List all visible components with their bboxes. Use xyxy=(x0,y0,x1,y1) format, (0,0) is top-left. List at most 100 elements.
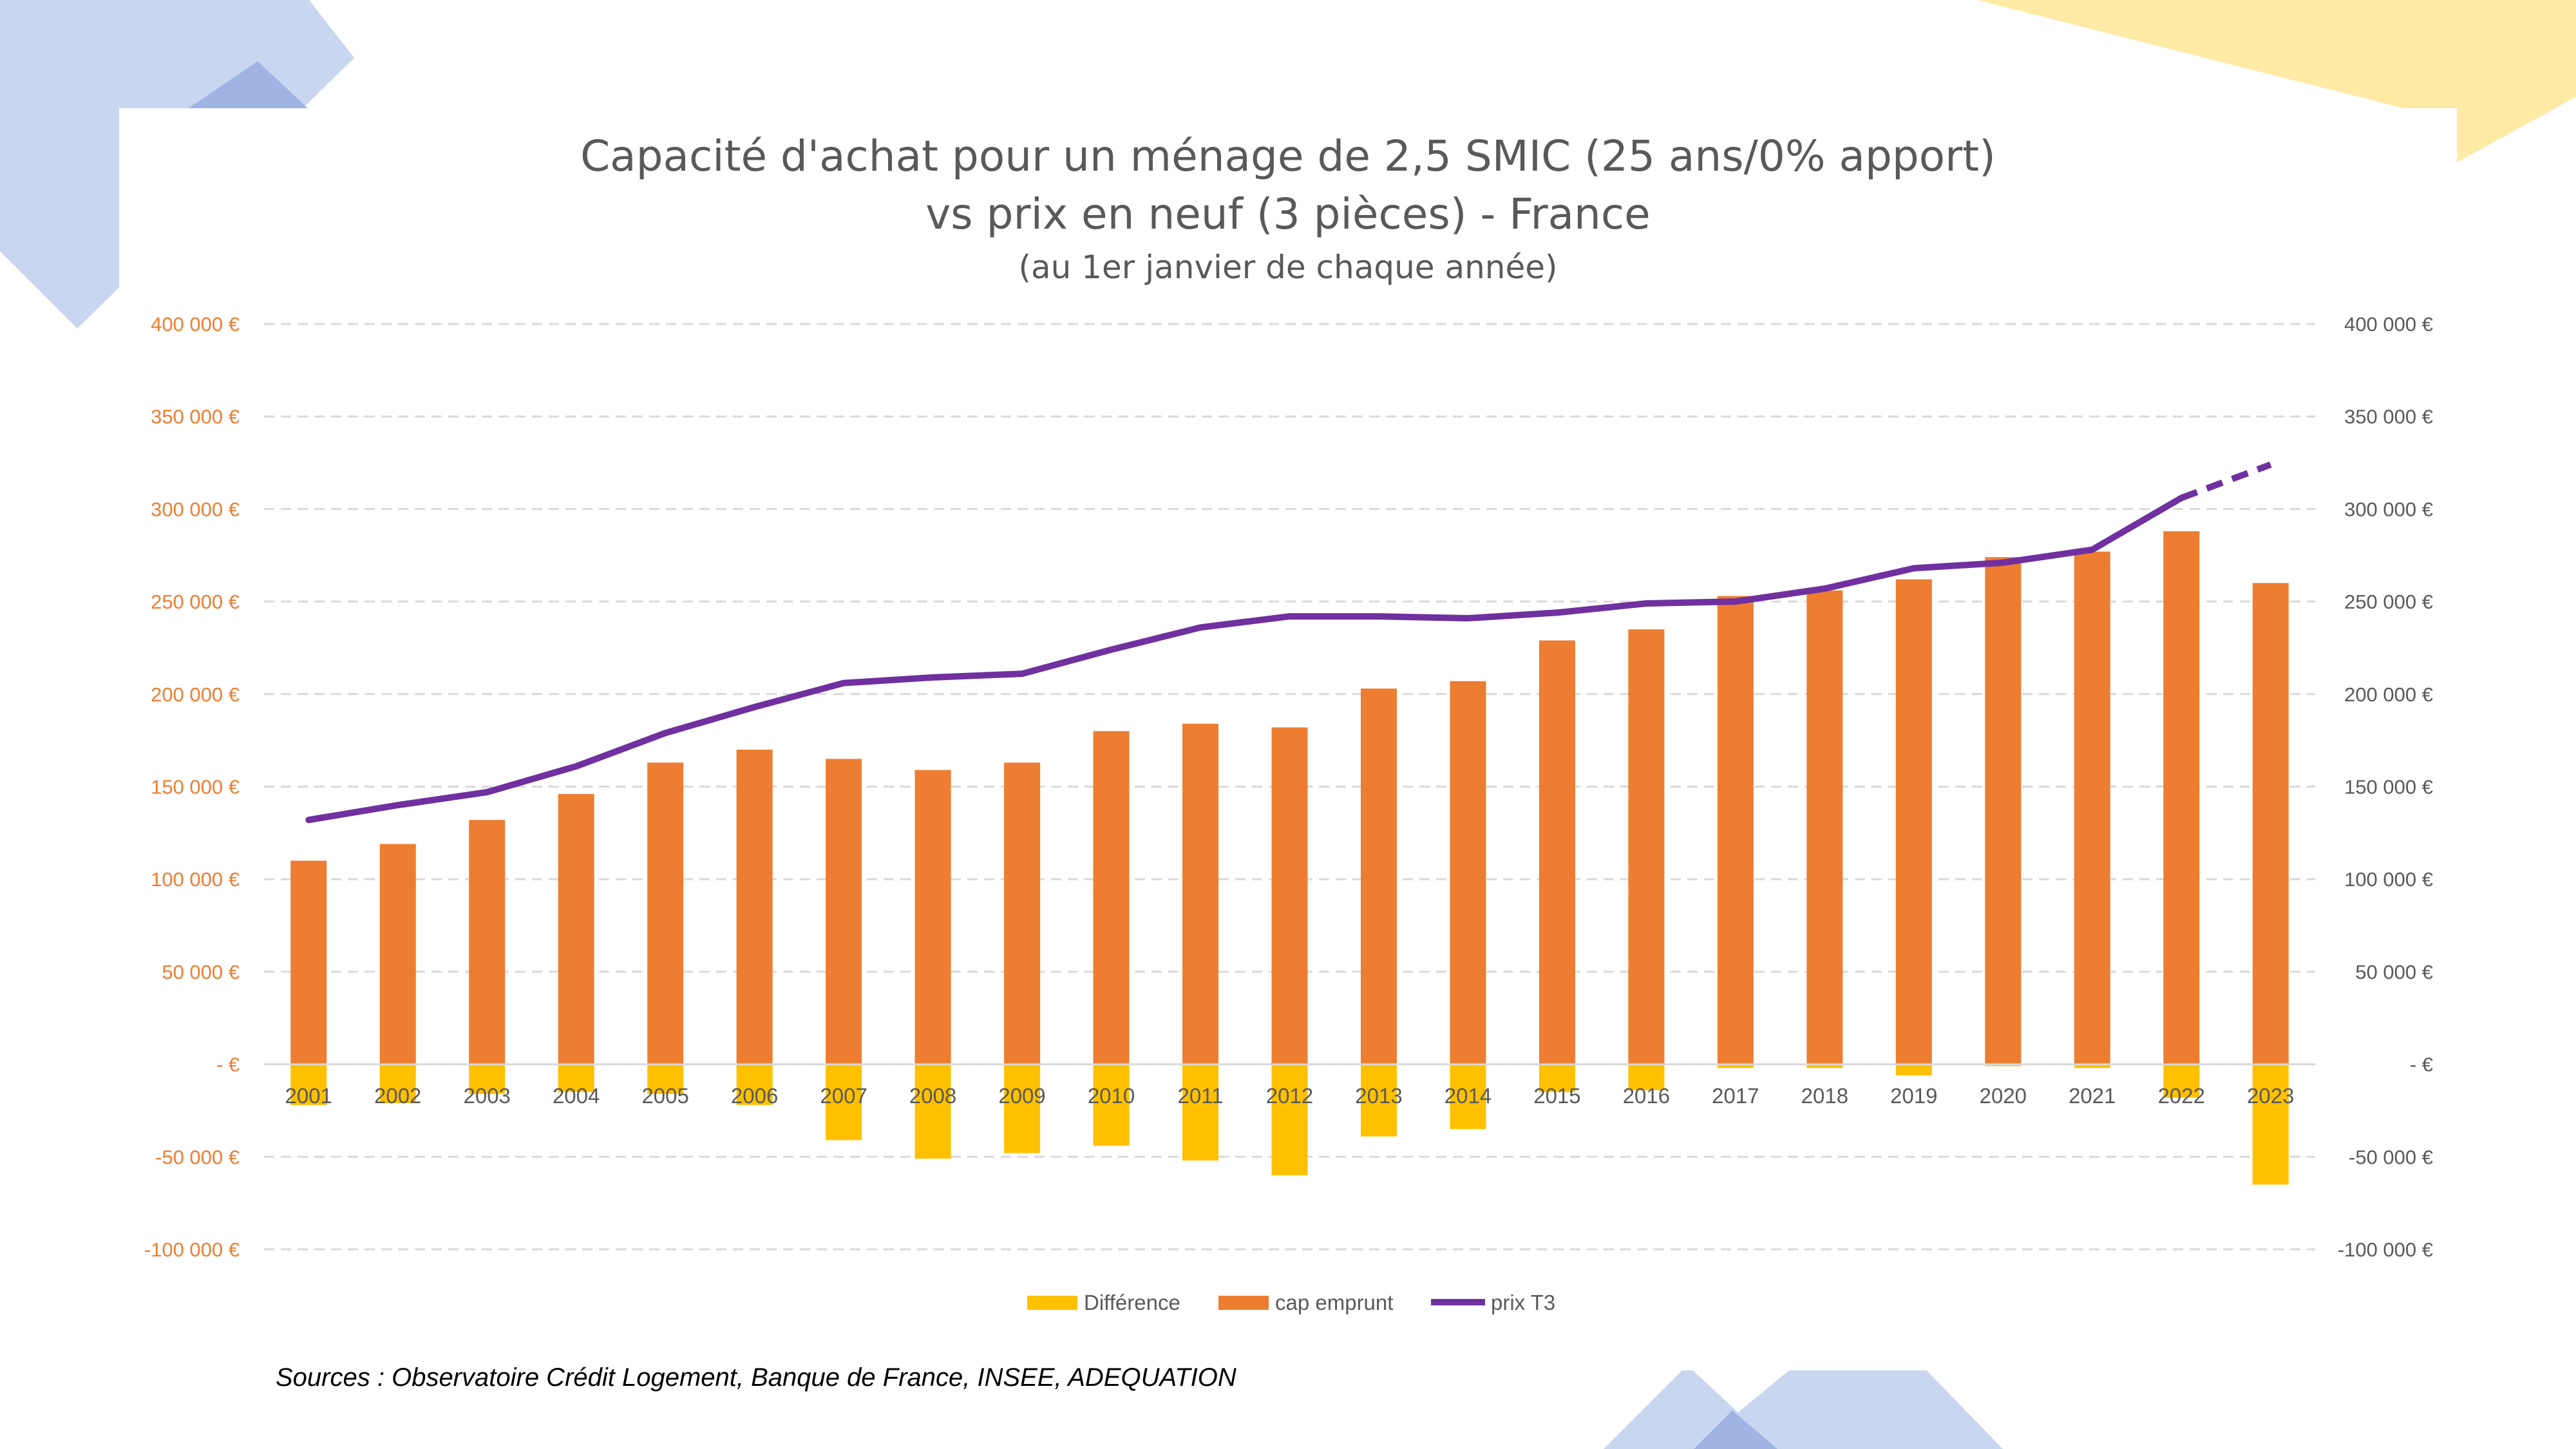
bar-diff-rence xyxy=(379,1064,416,1103)
bar-diff-rence xyxy=(1628,1064,1665,1090)
y-tick-label-left: 400 000 € xyxy=(151,313,240,336)
x-tick-label: 2010 xyxy=(1088,1084,1135,1108)
bar-cap-emprunt xyxy=(1182,723,1219,1065)
bar-diff-rence xyxy=(826,1064,862,1141)
bar-diff-rence xyxy=(1093,1064,1130,1146)
bar-diff-rence xyxy=(2074,1064,2110,1068)
y-tick-label-right: -50 000 € xyxy=(2349,1146,2433,1168)
bar-diff-rence xyxy=(1806,1064,1843,1068)
y-tick-label-right: - € xyxy=(2410,1054,2433,1076)
y-axis-right: 400 000 € 350 000 € 300 000 € 250 000 € 200 … xyxy=(2338,313,2433,1261)
bar-cap-emprunt xyxy=(1539,640,1575,1065)
bar-diff-rence xyxy=(736,1064,773,1105)
bar-diff-rence xyxy=(1182,1064,1219,1161)
bar-cap-emprunt xyxy=(2163,531,2200,1065)
x-axis-labels: 2001 2002 2003 2004 2005 2006 2007 2008 2009 2010… xyxy=(285,1084,2295,1108)
bar-cap-emprunt xyxy=(1895,579,1932,1065)
bar-cap-emprunt xyxy=(469,820,506,1065)
x-tick-label: 2019 xyxy=(1890,1084,1937,1108)
x-tick-label: 2006 xyxy=(731,1084,778,1108)
bar-diff-rence xyxy=(1895,1064,1932,1075)
bar-diff-rence xyxy=(1360,1064,1397,1137)
bar-diff-rence xyxy=(647,1064,684,1094)
bar-diff-rence xyxy=(558,1064,594,1092)
bar-cap-emprunt xyxy=(1985,557,2022,1065)
bar-cap-emprunt xyxy=(1628,629,1665,1065)
y-tick-label-right: -100 000 € xyxy=(2338,1238,2433,1261)
x-tick-label: 2003 xyxy=(463,1084,510,1108)
y-tick-label-right: 300 000 € xyxy=(2344,498,2433,520)
bar-cap-emprunt xyxy=(558,793,594,1065)
bar-cap-emprunt xyxy=(379,844,416,1065)
y-tick-label-left: 300 000 € xyxy=(151,498,240,520)
y-tick-label-right: 100 000 € xyxy=(2344,868,2433,891)
legend: Différence cap emprunt prix T3 xyxy=(1027,1291,1555,1314)
bar-cap-emprunt xyxy=(1360,688,1397,1065)
legend-label-prix-t3: prix T3 xyxy=(1491,1291,1555,1314)
x-tick-label: 2004 xyxy=(553,1084,600,1108)
y-tick-label-left: - € xyxy=(216,1054,240,1076)
x-tick-label: 2022 xyxy=(2158,1084,2205,1108)
x-tick-label: 2012 xyxy=(1266,1084,1313,1108)
bar-cap-emprunt xyxy=(1271,727,1308,1065)
bar-diff-rence xyxy=(1004,1064,1041,1153)
bar-diff-rence xyxy=(2163,1064,2200,1098)
legend-swatch-difference xyxy=(1027,1296,1077,1310)
bar-cap-emprunt xyxy=(1004,762,1041,1065)
source-note: Sources : Observatoire Crédit Logement, … xyxy=(276,1363,1236,1392)
x-tick-label: 2013 xyxy=(1355,1084,1402,1108)
y-tick-label-left: 150 000 € xyxy=(151,776,240,799)
decor-blue-bottom-right-accent xyxy=(1694,1410,1777,1449)
bar-cap-emprunt xyxy=(1806,590,1843,1065)
line-prix-t3-projection xyxy=(2180,461,2272,501)
bar-cap-emprunt xyxy=(1717,596,1754,1065)
bar-cap-emprunt xyxy=(1093,731,1130,1065)
x-tick-label: 2007 xyxy=(820,1084,867,1108)
x-tick-label: 2002 xyxy=(374,1084,421,1108)
bar-diff-rence xyxy=(1717,1064,1754,1068)
x-tick-label: 2008 xyxy=(909,1084,956,1108)
bar-cap-emprunt xyxy=(2252,583,2289,1065)
chart-title: Capacité d'achat pour un ménage de 2,5 S… xyxy=(580,131,1996,181)
y-tick-label-right: 400 000 € xyxy=(2344,313,2433,336)
bars xyxy=(264,531,2315,1185)
y-axis-left: 400 000 € 350 000 € 300 000 € 250 000 € 200 … xyxy=(144,313,240,1261)
bar-diff-rence xyxy=(1450,1064,1486,1130)
decor-blue-top-left-accent xyxy=(187,61,309,109)
x-tick-label: 2018 xyxy=(1801,1084,1848,1108)
y-tick-label-right: 50 000 € xyxy=(2355,961,2433,983)
x-tick-label: 2016 xyxy=(1623,1084,1670,1108)
bar-diff-rence xyxy=(1539,1064,1575,1092)
x-tick-label: 2020 xyxy=(1980,1084,2027,1108)
bar-diff-rence xyxy=(469,1064,506,1094)
x-tick-label: 2009 xyxy=(998,1084,1045,1108)
y-tick-label-left: 50 000 € xyxy=(162,961,240,983)
x-tick-label: 2015 xyxy=(1533,1084,1580,1108)
bar-cap-emprunt xyxy=(2074,551,2110,1065)
x-tick-label: 2017 xyxy=(1712,1084,1759,1108)
x-tick-label: 2011 xyxy=(1178,1084,1224,1108)
chart-subtitle: (au 1er janvier de chaque année) xyxy=(1018,249,1557,286)
price-line xyxy=(305,461,2272,824)
y-tick-label-left: 350 000 € xyxy=(151,406,240,428)
x-tick-label: 2014 xyxy=(1444,1084,1492,1108)
x-tick-label: 2021 xyxy=(2069,1084,2116,1108)
legend-swatch-cap-emprunt xyxy=(1218,1296,1269,1310)
y-tick-label-right: 250 000 € xyxy=(2344,591,2433,613)
legend-label-cap-emprunt: cap emprunt xyxy=(1275,1291,1393,1314)
bar-diff-rence xyxy=(290,1064,327,1105)
y-tick-label-right: 200 000 € xyxy=(2344,683,2433,706)
chart-title-line2: vs prix en neuf (3 pièces) - France xyxy=(925,189,1651,239)
bar-diff-rence xyxy=(1271,1064,1308,1176)
x-tick-label: 2023 xyxy=(2247,1084,2294,1108)
y-tick-label-left: 100 000 € xyxy=(151,868,240,891)
line-prix-t3 xyxy=(305,495,2185,824)
y-tick-label-left: 250 000 € xyxy=(151,591,240,613)
y-tick-label-left: 200 000 € xyxy=(151,683,240,706)
bar-cap-emprunt xyxy=(826,759,862,1065)
y-tick-label-right: 150 000 € xyxy=(2344,776,2433,799)
x-tick-label: 2001 xyxy=(285,1084,332,1108)
y-tick-label-left: -100 000 € xyxy=(144,1238,240,1261)
legend-label-difference: Différence xyxy=(1084,1291,1180,1314)
